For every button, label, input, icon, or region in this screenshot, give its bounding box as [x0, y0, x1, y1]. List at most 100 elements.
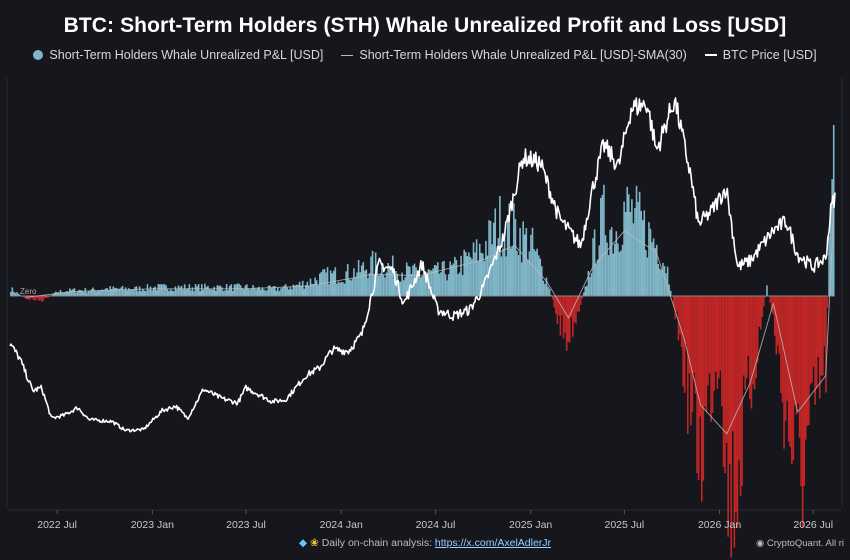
x-tick-label: 2024 Jul	[416, 519, 456, 531]
pnl-bar	[618, 252, 621, 296]
pnl-bar	[570, 296, 573, 318]
pnl-bar	[228, 285, 231, 296]
zero-label: Zero	[20, 287, 37, 296]
pnl-bar	[96, 290, 99, 296]
pnl-bar	[643, 210, 646, 296]
pnl-bar	[13, 291, 15, 296]
legend-swatch-price	[704, 54, 717, 56]
x-tick-label: 2026 Jul	[793, 519, 833, 531]
pnl-bar	[368, 273, 371, 296]
pnl-bar	[718, 296, 720, 379]
pnl-bar	[617, 243, 619, 296]
pnl-bar	[34, 296, 37, 301]
pnl-bar	[461, 274, 464, 296]
pnl-bar	[28, 296, 31, 301]
pnl-bar	[806, 296, 809, 427]
pnl-bar	[275, 290, 278, 296]
pnl-bar	[154, 286, 156, 296]
pnl-bar	[735, 296, 737, 513]
pnl-bar	[202, 289, 205, 296]
pnl-bar	[533, 249, 535, 296]
pnl-bar	[575, 296, 577, 324]
pnl-bar	[716, 296, 719, 389]
pnl-bar	[22, 296, 25, 298]
pnl-bar	[544, 283, 546, 296]
legend-item-pnl[interactable]: Short-Term Holders Whale Unrealized P&L …	[33, 48, 323, 62]
x-tick-label: 2023 Jul	[226, 519, 266, 531]
pnl-bar	[292, 284, 295, 296]
pnl-bar	[792, 296, 795, 461]
pnl-bar	[315, 280, 318, 296]
legend-item-sma[interactable]: Short-Term Holders Whale Unrealized P&L …	[341, 48, 687, 62]
pnl-bar	[86, 292, 88, 296]
pnl-bar	[62, 292, 65, 296]
hands-icon: ❀	[309, 537, 319, 549]
pnl-bar	[787, 296, 790, 442]
pnl-bar	[325, 272, 327, 296]
pnl-bar	[758, 296, 760, 327]
pnl-bar	[162, 284, 164, 296]
pnl-bar	[669, 290, 672, 296]
pnl-bar	[502, 248, 504, 296]
pnl-bar	[756, 296, 759, 363]
pnl-bar	[391, 255, 394, 296]
pnl-bar	[635, 185, 638, 296]
pnl-bar	[87, 290, 90, 296]
pnl-bar	[65, 291, 68, 296]
pnl-bar	[120, 287, 122, 296]
pnl-bar	[652, 238, 655, 296]
pnl-bar	[491, 244, 493, 296]
pnl-bar	[686, 296, 689, 435]
legend-item-price[interactable]: BTC Price [USD]	[704, 48, 817, 62]
pnl-bar	[733, 296, 736, 548]
pnl-bar	[263, 289, 265, 296]
pnl-bar	[808, 296, 810, 426]
pnl-bar	[455, 259, 458, 296]
pnl-bar	[259, 289, 262, 296]
pnl-bar	[704, 296, 706, 407]
pnl-bar	[109, 286, 111, 296]
pnl-bar	[405, 262, 408, 296]
pnl-bar	[70, 290, 73, 296]
pnl-bar	[264, 290, 267, 296]
pnl-bar	[623, 201, 625, 296]
pnl-bar	[727, 296, 729, 537]
pnl-bar	[73, 288, 76, 296]
pnl-bar	[432, 268, 434, 296]
pnl-bar	[826, 296, 829, 308]
pnl-bar	[106, 288, 108, 296]
pnl-bar	[472, 242, 475, 296]
pnl-bar	[31, 296, 34, 300]
sma-line	[25, 208, 835, 435]
pnl-bar	[211, 289, 214, 296]
pnl-bar	[436, 262, 439, 296]
pnl-bar	[401, 272, 403, 296]
pnl-bar	[364, 270, 366, 296]
pnl-bar	[581, 296, 583, 299]
pnl-bar	[308, 285, 310, 296]
pnl-bar	[573, 296, 576, 323]
pnl-bar	[309, 278, 312, 296]
pnl-bar	[174, 286, 177, 296]
pnl-bar	[393, 278, 396, 296]
pnl-bar	[489, 220, 492, 296]
pnl-bar	[693, 296, 695, 373]
pnl-bar	[379, 273, 382, 296]
pnl-bar	[328, 284, 330, 296]
pnl-bar	[117, 288, 119, 296]
pnl-bar	[604, 235, 607, 296]
pnl-bar	[741, 296, 743, 486]
pnl-bar	[655, 244, 658, 296]
pnl-bar	[199, 291, 202, 296]
pnl-bar	[781, 296, 784, 403]
footer-link[interactable]: https://x.com/AxelAdlerJr	[434, 537, 552, 549]
pnl-bar	[508, 203, 511, 296]
pnl-bar	[39, 296, 42, 301]
pnl-bar	[353, 268, 355, 296]
pnl-bar	[255, 289, 257, 296]
brand-watermark: ◉ CryptoQuant. All ri	[756, 538, 844, 549]
pnl-bar	[291, 289, 293, 296]
pnl-bar	[513, 203, 515, 296]
pnl-bar	[708, 296, 711, 374]
